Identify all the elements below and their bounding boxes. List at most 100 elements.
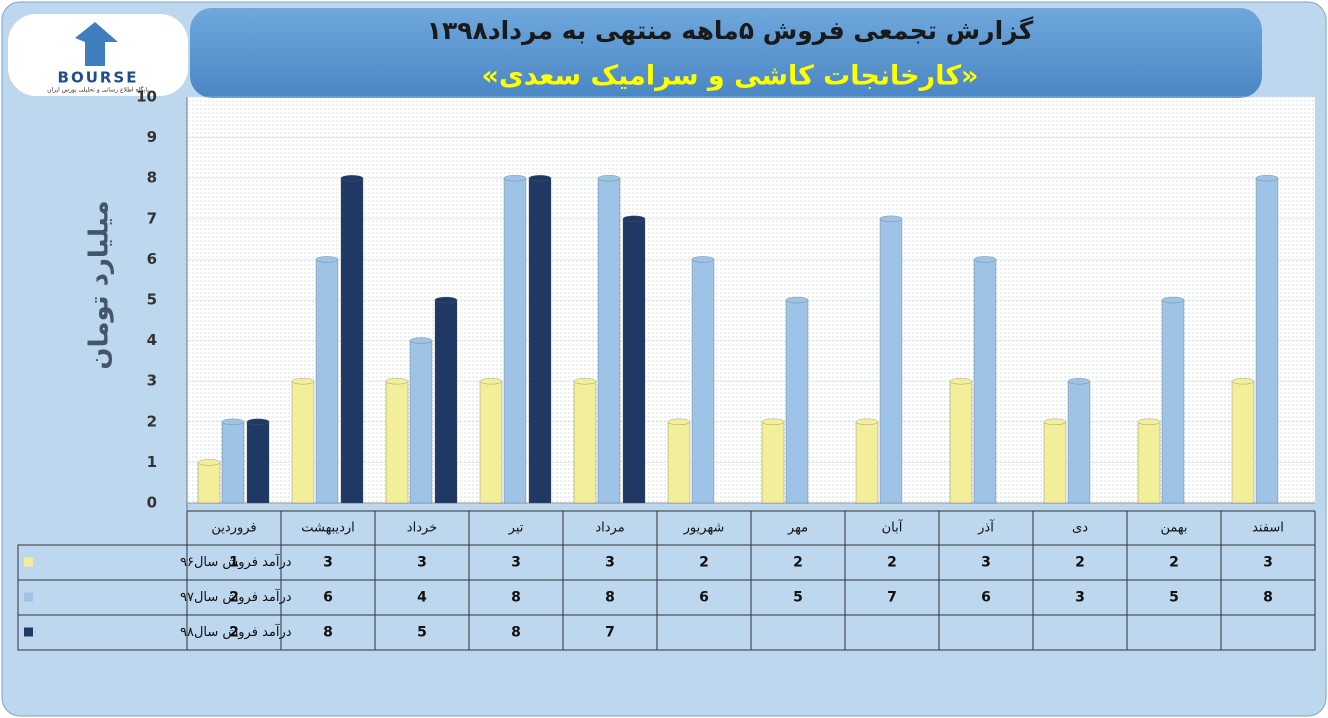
x-tick-label: دی [1072, 521, 1088, 536]
y-tick-label: 6 [147, 250, 157, 268]
y-tick-label: 4 [147, 331, 157, 349]
bar-top [434, 296, 458, 304]
table-value: 8 [1263, 590, 1273, 606]
legend-swatch [24, 627, 33, 637]
table-value: 2 [793, 555, 803, 571]
y-tick-label: 10 [136, 88, 157, 106]
x-tick-label: اسفند [1252, 521, 1284, 536]
bar [691, 259, 715, 504]
table-value: 2 [1169, 555, 1179, 571]
table-value: 2 [229, 590, 239, 606]
bar-top [1255, 175, 1279, 182]
bar-top [1231, 378, 1255, 385]
bar-top [622, 215, 646, 222]
legend-label: درآمد فروش سال۹۶ [180, 553, 292, 570]
table-value: 3 [1263, 555, 1273, 571]
bar-top [340, 175, 364, 182]
bar [622, 218, 646, 504]
bar-top [667, 418, 691, 425]
bar-top [691, 256, 715, 263]
bar [573, 381, 597, 504]
table-value: 7 [605, 625, 615, 641]
bar-top [1043, 418, 1067, 425]
bar-top [1137, 418, 1161, 425]
bar [1043, 421, 1067, 504]
table-value: 8 [511, 625, 521, 641]
y-tick-label: 7 [147, 209, 157, 227]
bar-top [409, 337, 433, 344]
bar [340, 178, 364, 504]
bar [785, 299, 809, 504]
bar [855, 421, 879, 504]
bar-top [246, 418, 270, 425]
table-value: 7 [887, 590, 897, 606]
x-tick-label: مهر [787, 521, 808, 536]
logo-text: BOURSE [58, 69, 139, 87]
bar-top [221, 418, 245, 425]
table-value: 3 [417, 555, 427, 571]
table-value: 8 [323, 625, 333, 641]
x-tick-label: فروردین [211, 521, 256, 536]
table-value: 6 [981, 590, 991, 606]
table-value: 2 [699, 555, 709, 571]
table-value: 2 [887, 555, 897, 571]
table-value: 8 [511, 590, 521, 606]
x-tick-label: آبان [882, 519, 904, 536]
bar-top [385, 378, 409, 385]
x-tick-label: شهریور [683, 521, 725, 536]
table-value: 3 [1075, 590, 1085, 606]
bar [973, 259, 997, 504]
x-tick-label: خرداد [407, 521, 437, 536]
table-value: 2 [1075, 555, 1085, 571]
x-tick-label: بهمن [1160, 521, 1187, 536]
y-tick-label: 1 [147, 453, 157, 471]
bar-top [315, 256, 339, 263]
bar [315, 259, 339, 504]
y-tick-label: 9 [147, 128, 157, 146]
bar [1067, 381, 1091, 504]
logo-tagline: پایگاه اطلاع رسانی و تحلیلی بورس ایران [47, 86, 149, 94]
bar-top [1067, 378, 1091, 385]
bar [1161, 299, 1185, 504]
legend-swatch [24, 557, 33, 567]
y-tick-label: 3 [147, 372, 157, 390]
x-tick-label: آذر [977, 519, 995, 536]
bar-top [1161, 296, 1185, 304]
bar-top [855, 418, 879, 425]
bar-top [597, 175, 621, 182]
chart-title: گزارش تجمعی فروش ۵ماهه منتهی به مرداد۱۳۹… [427, 16, 1034, 46]
y-axis-label: میلیارد تومان [85, 200, 115, 369]
bar [246, 421, 270, 504]
bar-top [949, 378, 973, 385]
y-tick-label: 0 [147, 494, 157, 512]
table-value: 3 [605, 555, 615, 571]
bar [479, 381, 503, 504]
chart-subtitle: «کارخانجات کاشی و سرامیک سعدی» [482, 61, 979, 92]
bar [291, 381, 315, 504]
bar-top [785, 296, 809, 304]
table-value: 2 [229, 625, 239, 641]
bar [528, 178, 552, 504]
table-value: 8 [605, 590, 615, 606]
y-tick-label: 5 [147, 291, 157, 309]
y-tick-label: 2 [147, 412, 157, 430]
title-banner [190, 8, 1262, 98]
legend-label: درآمد فروش سال۹۷ [180, 588, 292, 605]
x-tick-label: تیر [508, 521, 524, 536]
legend-swatch [24, 592, 33, 602]
y-tick-label: 8 [147, 169, 157, 187]
table-value: 4 [417, 590, 427, 606]
x-tick-label: اردیبهشت [301, 521, 355, 536]
table-value: 6 [699, 590, 709, 606]
bar-top [197, 459, 221, 466]
table-value: 3 [323, 555, 333, 571]
bar-top [879, 215, 903, 222]
bar-top [573, 378, 597, 385]
bar [761, 421, 785, 504]
table-value: 5 [793, 590, 803, 606]
table-value: 3 [981, 555, 991, 571]
bar [949, 381, 973, 504]
logo-icon [75, 22, 118, 66]
table-value: 5 [1169, 590, 1179, 606]
